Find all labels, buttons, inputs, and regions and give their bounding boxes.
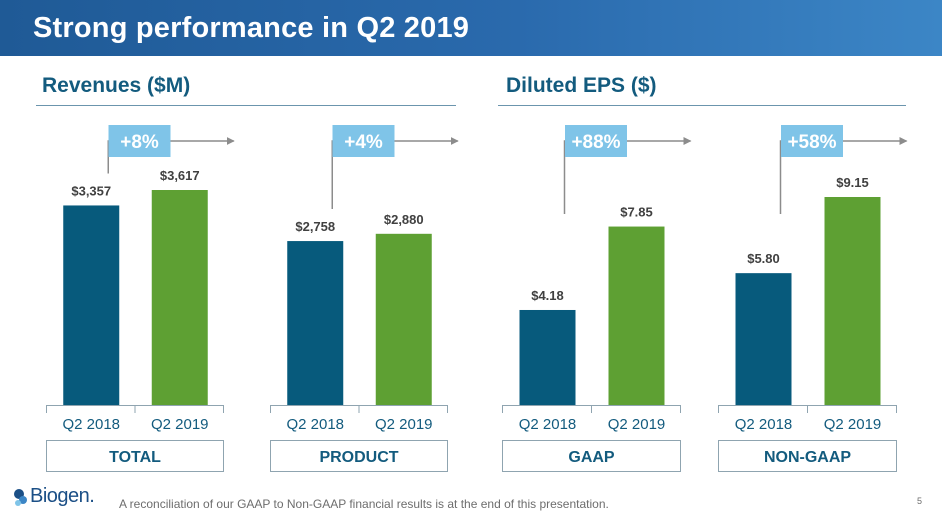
growth-callout <box>332 125 395 157</box>
bar-product-q2-2019 <box>375 233 432 405</box>
bar-non-gaap-q2-2019 <box>824 197 881 405</box>
bar-total-q2-2019 <box>151 190 208 405</box>
group-label-box <box>502 440 681 472</box>
bar-product-q2-2018 <box>287 241 344 405</box>
group-label: NON-GAAP <box>764 449 851 466</box>
growth-callout-label: +58% <box>787 132 836 153</box>
x-tick-label: Q2 2018 <box>519 416 577 433</box>
title-bar: Strong performance in Q2 2019 <box>0 0 942 56</box>
section-title-revenues: Revenues ($M) <box>42 74 191 97</box>
section-title-eps: Diluted EPS ($) <box>506 74 657 97</box>
growth-callout <box>565 125 627 157</box>
logo-mark-icon <box>14 489 27 506</box>
group-label: PRODUCT <box>319 449 398 466</box>
x-tick-label: Q2 2019 <box>151 416 209 433</box>
x-tick-label: Q2 2019 <box>824 416 882 433</box>
biogen-logo: Biogen. <box>13 484 103 512</box>
page-title: Strong performance in Q2 2019 <box>33 12 470 44</box>
data-label: $2,880 <box>384 212 424 227</box>
bar-non-gaap-q2-2018 <box>735 273 792 405</box>
data-label: $9.15 <box>836 175 869 190</box>
group-label-box <box>718 440 897 472</box>
growth-callout-label: +4% <box>344 132 383 153</box>
growth-arrow <box>779 137 908 214</box>
data-label: $4.18 <box>531 288 564 303</box>
bar-total-q2-2018 <box>63 205 120 405</box>
bar-gaap-q2-2018 <box>519 309 576 405</box>
growth-callout <box>781 125 843 157</box>
group-label-box <box>270 440 448 472</box>
logo-wordmark: Biogen. <box>30 485 95 507</box>
x-tick-label: Q2 2019 <box>375 416 433 433</box>
growth-arrow <box>563 137 692 214</box>
growth-callout <box>108 125 171 157</box>
group-label: GAAP <box>568 449 615 466</box>
x-tick-label: Q2 2018 <box>62 416 120 433</box>
section-divider-eps <box>498 105 906 106</box>
x-tick-label: Q2 2019 <box>608 416 666 433</box>
data-label: $2,758 <box>295 219 335 234</box>
growth-arrow <box>107 137 235 174</box>
x-tick-label: Q2 2018 <box>735 416 793 433</box>
data-label: $3,617 <box>160 168 200 183</box>
data-label: $3,357 <box>71 183 111 198</box>
growth-callout-label: +8% <box>120 132 159 153</box>
growth-callout-label: +88% <box>571 132 620 153</box>
page-number: 5 <box>917 496 923 506</box>
data-label: $7.85 <box>620 205 653 220</box>
data-label: $5.80 <box>747 251 780 266</box>
section-divider-revenues <box>36 105 456 106</box>
growth-arrow <box>331 137 459 210</box>
bar-gaap-q2-2019 <box>608 226 665 405</box>
footer-note: A reconciliation of our GAAP to Non-GAAP… <box>119 497 609 511</box>
group-label-box <box>46 440 224 472</box>
group-label: TOTAL <box>109 449 161 466</box>
x-tick-label: Q2 2018 <box>286 416 344 433</box>
